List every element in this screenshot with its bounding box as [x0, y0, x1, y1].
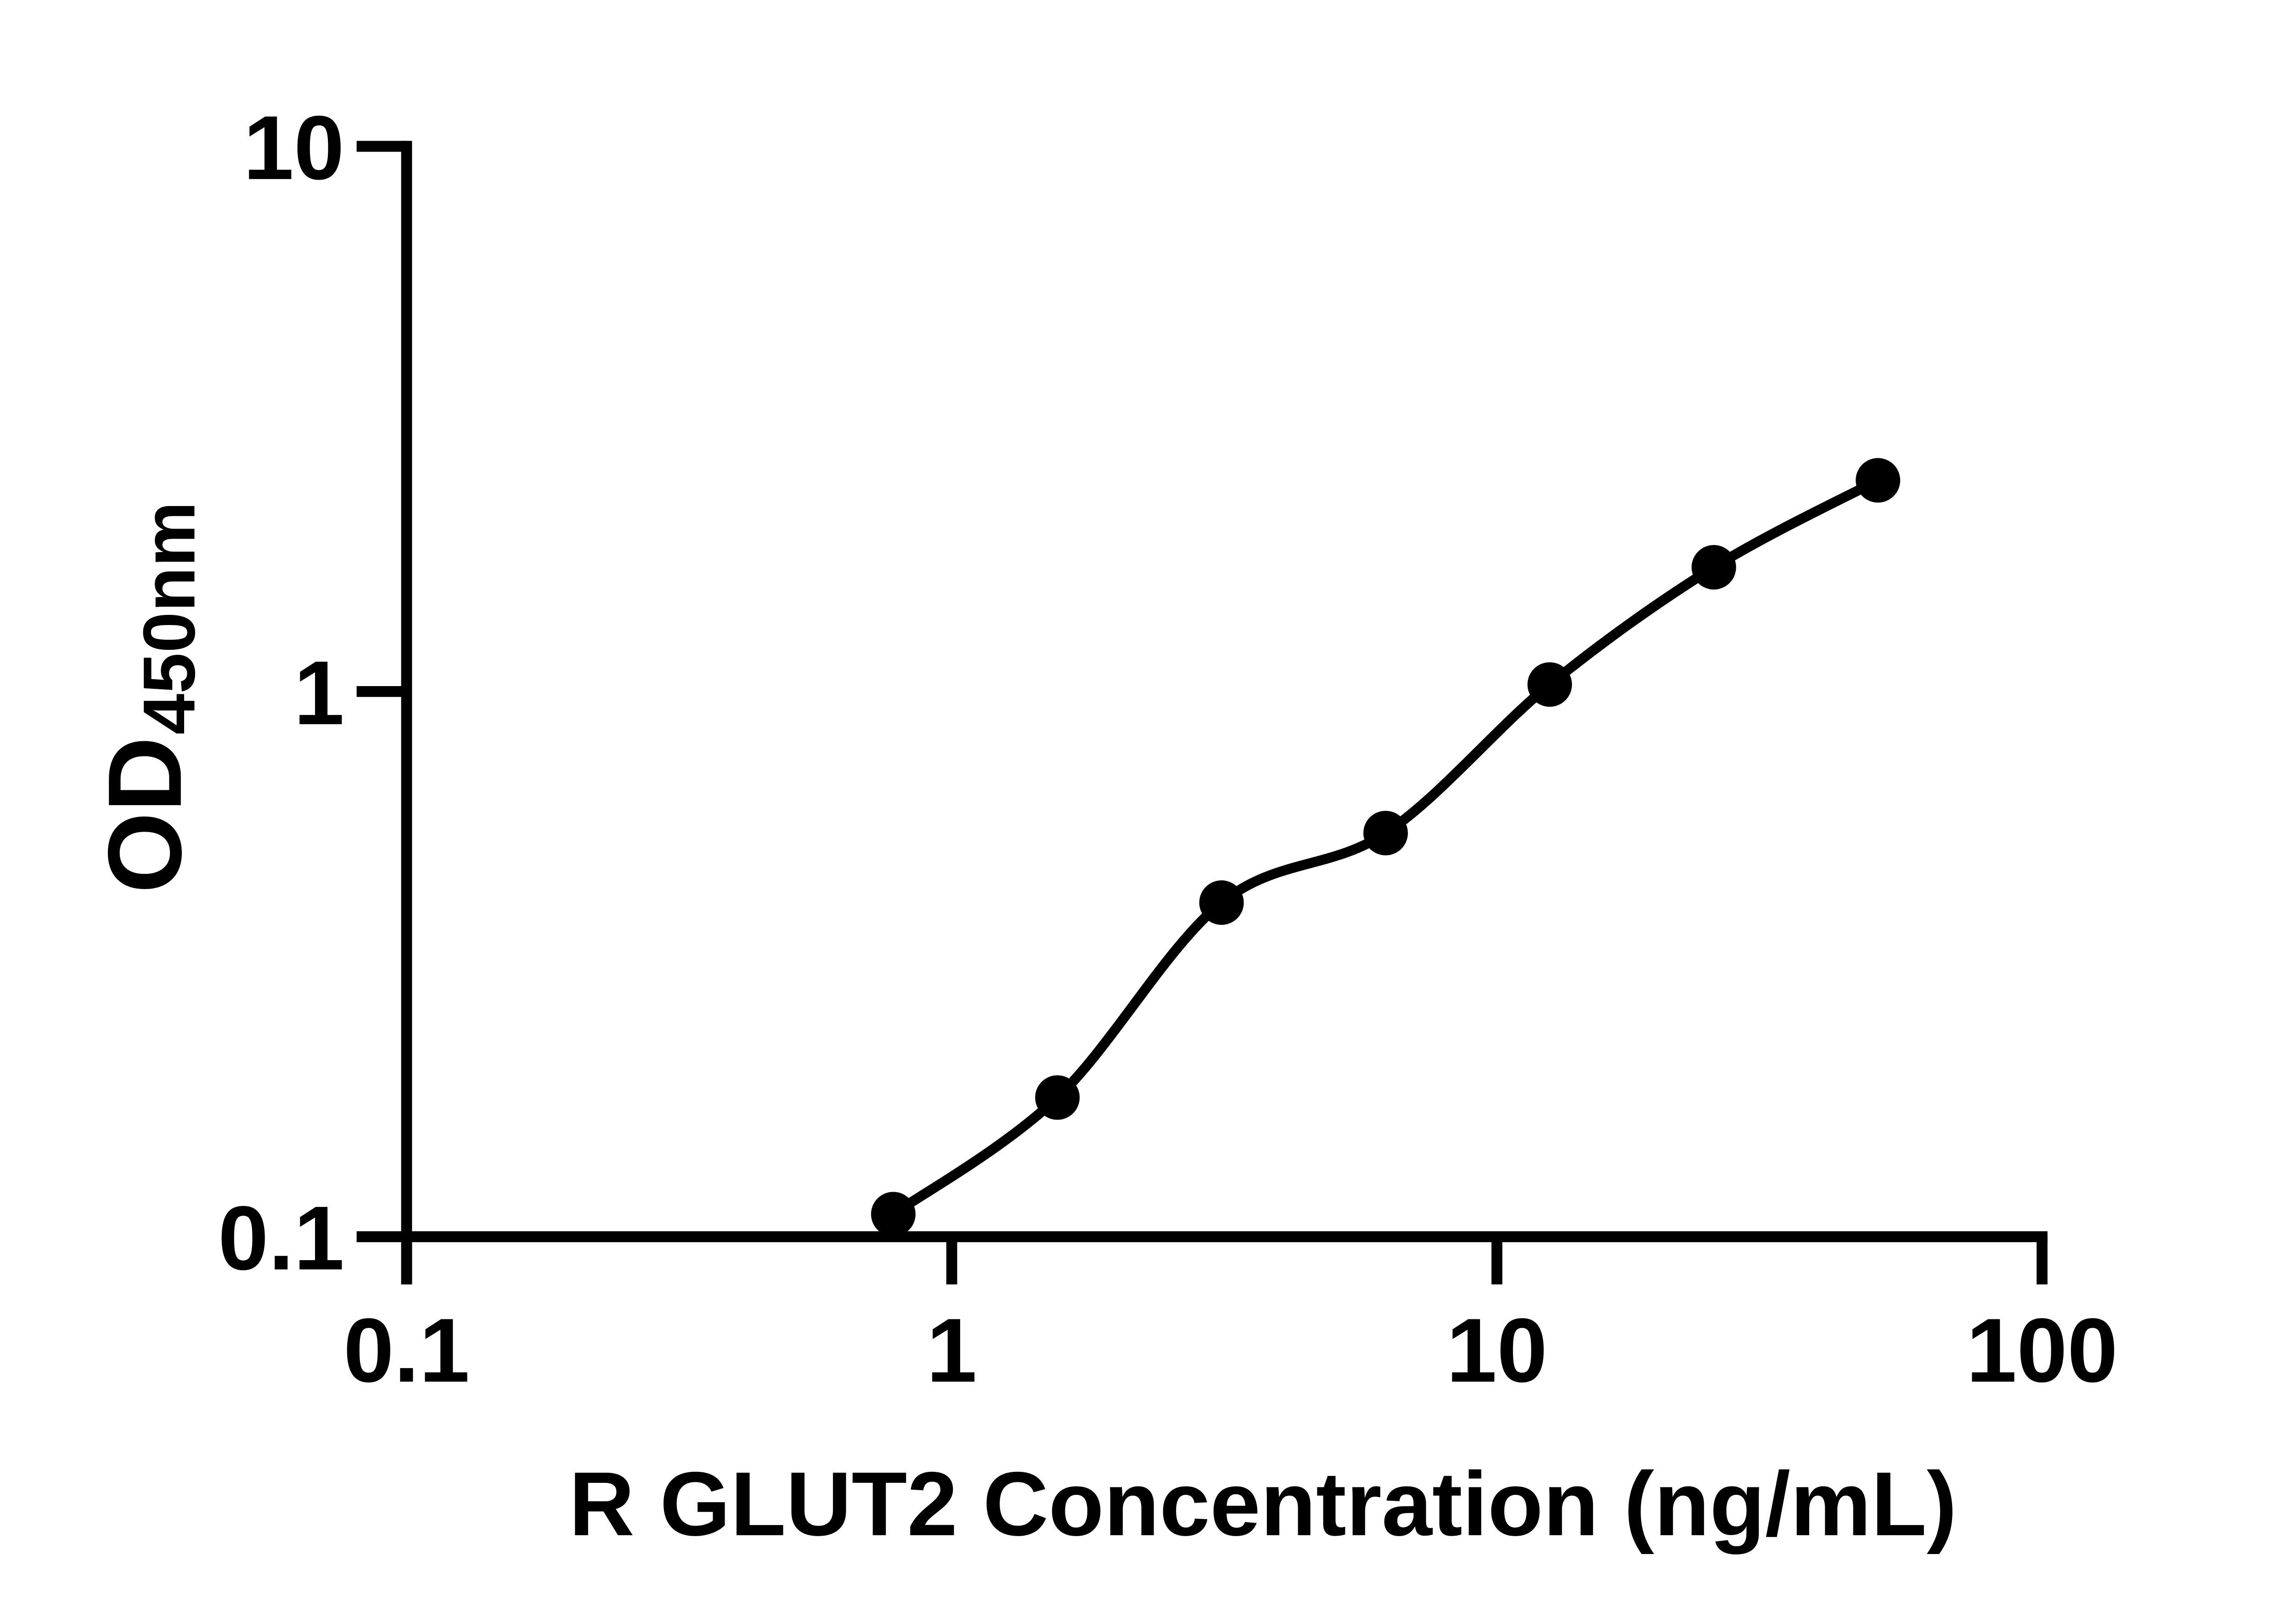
data-point [1527, 662, 1572, 707]
x-tick-label: 1 [927, 1300, 977, 1401]
data-point [871, 1192, 916, 1237]
y-tick-label: 10 [243, 97, 344, 198]
data-point [1035, 1075, 1080, 1120]
data-point [1363, 811, 1408, 856]
x-axis-title: R GLUT2 Concentration (ng/mL) [569, 1453, 1957, 1554]
x-tick-label: 0.1 [343, 1300, 470, 1401]
y-axis-ticks: 0.1 1 10 [218, 97, 407, 1289]
data-series [871, 458, 1901, 1237]
data-point [1856, 458, 1901, 503]
y-tick-label: 1 [294, 642, 344, 743]
y-tick-label: 0.1 [218, 1187, 344, 1289]
x-axis-ticks: 0.1 1 10 100 [343, 1236, 2118, 1401]
x-tick-label: 10 [1446, 1300, 1548, 1401]
y-axis-title-subscript: 450nm [128, 501, 210, 735]
y-axis-title-main: OD [87, 737, 203, 893]
data-point [1691, 545, 1736, 590]
axes [401, 141, 2048, 1284]
data-point [1199, 880, 1244, 925]
y-axis-title: OD 450nm [87, 501, 210, 893]
x-tick-label: 100 [1966, 1300, 2118, 1401]
